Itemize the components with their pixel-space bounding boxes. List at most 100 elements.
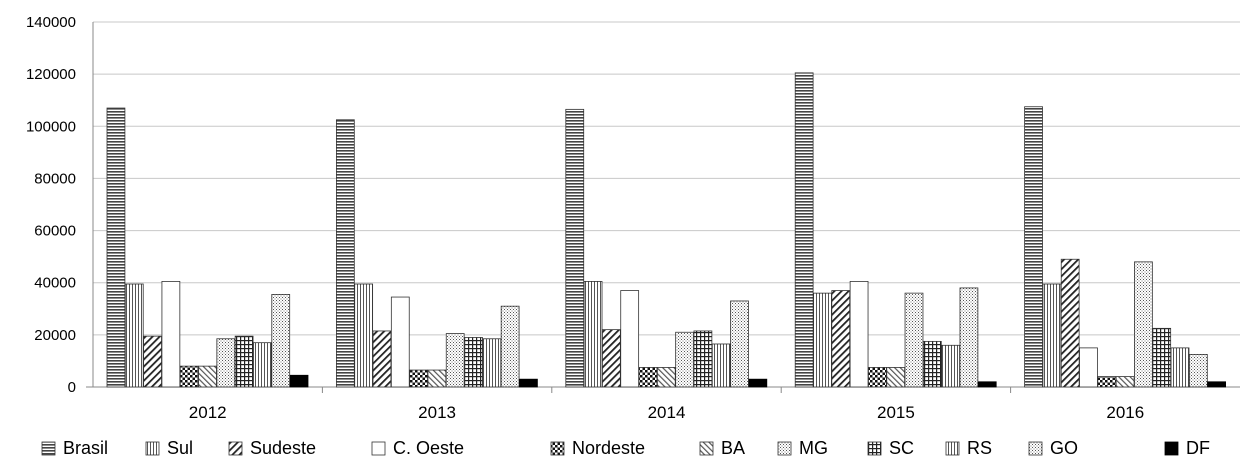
bar-sc-2012: [234, 335, 254, 388]
bar-rs-2012: [253, 342, 272, 388]
bar-df-2012: [289, 374, 309, 388]
bar-go-2014: [730, 300, 749, 388]
x-tick-label: 2013: [418, 403, 456, 422]
legend-item: MG: [777, 438, 828, 458]
bar-nordeste-2016: [1097, 376, 1117, 388]
bar-nordeste-2014: [638, 367, 658, 388]
x-tick-label: 2012: [189, 403, 227, 422]
bar-ba-2013: [427, 369, 447, 388]
y-tick-label: 100000: [26, 118, 76, 135]
axis-labels: 0 20000 40000 60000 80000 100000 120000 140000 2…: [26, 14, 1144, 422]
bar-ba-2012: [198, 365, 217, 388]
y-tick-label: 0: [68, 379, 76, 396]
bar-sul-2016: [1042, 283, 1062, 388]
bar-df-2016: [1207, 381, 1226, 388]
legend-swatch: [945, 441, 960, 456]
legend-swatch: [550, 441, 565, 456]
bar-go-2015: [959, 287, 979, 388]
bar-ba-2014: [656, 367, 676, 388]
legend-label: Sudeste: [250, 438, 316, 458]
bar-c-oeste-2015: [849, 281, 869, 388]
x-tick-label: 2014: [648, 403, 686, 422]
legend-swatch: [867, 441, 882, 456]
legend-swatch: [699, 441, 714, 456]
bar-sudeste-2013: [372, 330, 392, 388]
bar-df-2015: [977, 381, 997, 388]
legend-swatch: [228, 441, 243, 456]
bar-rs-2016: [1170, 347, 1190, 388]
bar-sul-2012: [124, 283, 144, 388]
y-tick-label: 120000: [26, 66, 76, 83]
bar-brasil-2012: [106, 107, 126, 388]
bar-sudeste-2015: [831, 290, 851, 388]
bar-brasil-2014: [565, 108, 585, 388]
legend-label: DF: [1186, 438, 1210, 458]
x-tick-label: 2015: [877, 403, 915, 422]
y-tick-label: 140000: [26, 14, 76, 31]
bar-c-oeste-2012: [161, 281, 181, 388]
y-tick-label: 40000: [34, 275, 76, 292]
bar-rs-2015: [941, 344, 960, 388]
legend-label: MG: [799, 438, 828, 458]
legend-label: C. Oeste: [393, 438, 464, 458]
bar-sul-2015: [813, 292, 832, 388]
bar-sudeste-2012: [143, 335, 162, 388]
bar-brasil-2016: [1024, 106, 1043, 388]
bar-sul-2014: [583, 281, 603, 388]
legend-label: Brasil: [63, 438, 108, 458]
bar-rs-2014: [711, 343, 731, 388]
bar-sc-2016: [1152, 327, 1172, 388]
bar-go-2013: [500, 305, 520, 388]
bar-df-2014: [748, 378, 768, 388]
bar-sudeste-2014: [602, 329, 621, 388]
legend-label: GO: [1050, 438, 1078, 458]
legend-swatch: [1028, 441, 1043, 456]
bar-c-oeste-2014: [620, 290, 640, 388]
legend-swatch: [1164, 441, 1179, 456]
bar-c-oeste-2013: [390, 296, 410, 388]
legend-item: Brasil: [41, 438, 108, 458]
y-tick-label: 80000: [34, 170, 76, 187]
bar-mg-2015: [904, 292, 924, 388]
bar-brasil-2013: [335, 119, 355, 388]
legend-label: Sul: [167, 438, 193, 458]
legend-swatch: [777, 441, 792, 456]
x-tick-label: 2016: [1106, 403, 1144, 422]
bar-go-2016: [1188, 354, 1208, 388]
bar-mg-2014: [675, 331, 694, 388]
bar-c-oeste-2016: [1079, 347, 1098, 388]
legend-item: RS: [945, 438, 992, 458]
legend-label: SC: [889, 438, 914, 458]
legend-item: Nordeste: [550, 438, 645, 458]
bar-sc-2015: [922, 340, 942, 388]
legend-item: BA: [699, 438, 745, 458]
bar-nordeste-2015: [868, 367, 887, 388]
legend-item: DF: [1164, 438, 1210, 458]
legend-item: Sul: [145, 438, 193, 458]
bar-sul-2013: [354, 283, 374, 388]
bar-brasil-2015: [794, 72, 814, 388]
bar-ba-2015: [886, 367, 906, 388]
legend-label: BA: [721, 438, 745, 458]
bar-sc-2014: [693, 330, 713, 388]
bars: [106, 72, 1226, 388]
legend-item: SC: [867, 438, 914, 458]
bar-ba-2016: [1115, 376, 1135, 388]
legend-swatch: [145, 441, 160, 456]
bar-df-2013: [519, 378, 538, 388]
bar-mg-2012: [216, 338, 236, 388]
bar-mg-2016: [1134, 261, 1153, 388]
legend-label: RS: [967, 438, 992, 458]
bar-mg-2013: [445, 333, 465, 388]
bar-go-2012: [271, 294, 291, 388]
legend-item: GO: [1028, 438, 1078, 458]
gridlines: [93, 21, 1240, 336]
y-tick-label: 60000: [34, 223, 76, 240]
legend-swatch: [41, 441, 56, 456]
legend-label: Nordeste: [572, 438, 645, 458]
bar-sc-2013: [464, 337, 483, 388]
legend: Brasil Sul Sudeste C. Oeste Nordeste BA MG SC RS…: [41, 438, 1210, 458]
bar-rs-2013: [482, 338, 502, 388]
